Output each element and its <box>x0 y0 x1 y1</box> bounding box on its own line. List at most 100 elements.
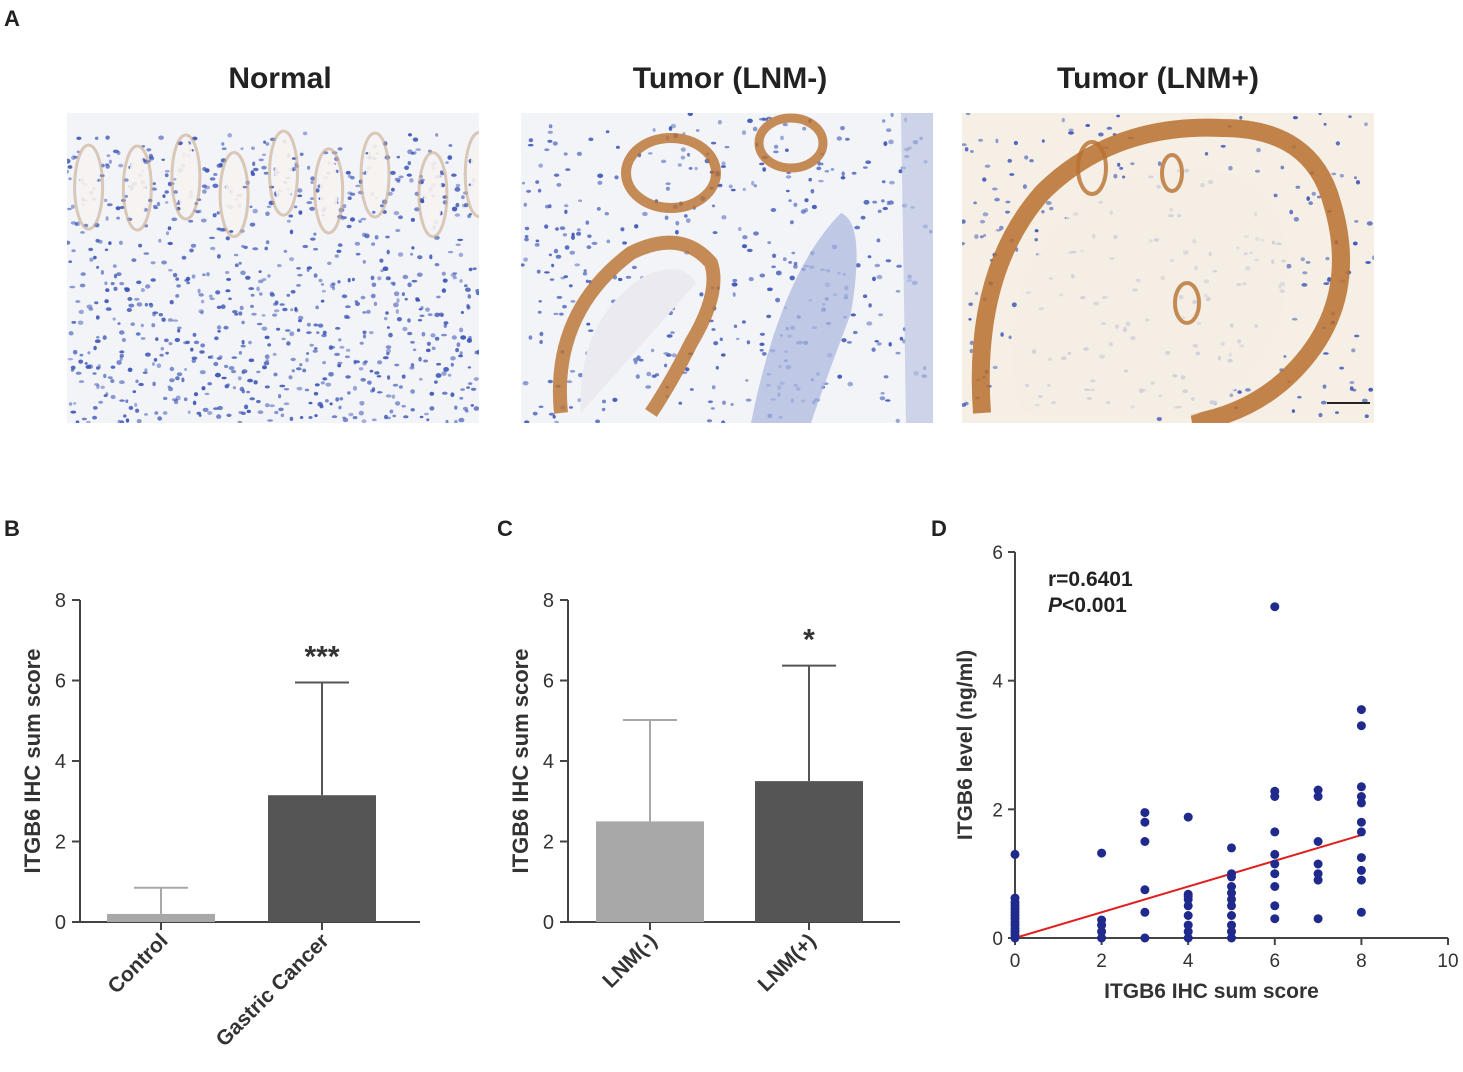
nucleus <box>153 358 158 362</box>
nucleus <box>249 222 256 227</box>
nucleus <box>341 294 348 299</box>
nucleus <box>1000 332 1004 337</box>
nucleus <box>175 395 181 401</box>
scatter-point <box>1270 849 1280 859</box>
nucleus <box>586 245 592 250</box>
nucleus <box>1245 388 1251 392</box>
scatter-point <box>1313 792 1323 801</box>
nucleus <box>728 184 733 189</box>
nucleus <box>1041 139 1045 143</box>
nucleus <box>396 298 400 303</box>
nucleus <box>675 230 679 235</box>
nucleus <box>836 136 842 141</box>
x-tick-label: 2 <box>1096 951 1107 972</box>
nucleus <box>719 337 723 342</box>
nucleus <box>394 363 400 367</box>
nucleus <box>791 251 796 255</box>
nucleus <box>349 192 356 196</box>
nucleus <box>175 277 180 281</box>
nucleus <box>325 382 332 387</box>
nucleus <box>352 385 358 391</box>
nucleus <box>313 273 318 278</box>
nucleus <box>124 194 128 198</box>
nucleus <box>263 361 270 366</box>
nucleus <box>347 196 352 200</box>
nucleus <box>348 412 354 417</box>
nucleus <box>398 215 403 220</box>
nucleus <box>464 284 468 288</box>
nucleus <box>264 354 270 359</box>
nucleus <box>143 252 150 255</box>
nucleus <box>407 318 411 323</box>
nucleus <box>403 415 409 419</box>
scatter-point <box>1356 827 1366 837</box>
nucleus <box>455 243 461 246</box>
nucleus <box>863 199 870 205</box>
nucleus <box>362 171 366 175</box>
nucleus <box>994 197 1000 202</box>
nucleus <box>466 386 470 389</box>
nucleus <box>209 177 216 181</box>
nucleus <box>306 352 310 355</box>
nucleus <box>169 366 175 372</box>
nucleus <box>138 382 144 387</box>
nucleus <box>265 142 270 146</box>
nucleus <box>448 250 454 254</box>
nucleus <box>256 286 260 292</box>
nucleus <box>441 333 447 337</box>
nucleus <box>355 301 360 306</box>
nucleus <box>841 338 847 343</box>
nucleus <box>388 332 393 338</box>
nucleus <box>472 267 477 270</box>
nucleus <box>289 229 294 235</box>
nucleus <box>308 401 313 405</box>
nucleus <box>221 147 227 150</box>
nucleus <box>458 354 463 358</box>
nucleus <box>752 126 758 132</box>
nucleus <box>265 211 270 217</box>
nucleus <box>1371 255 1374 260</box>
nucleus <box>281 337 286 341</box>
nucleus <box>349 217 356 222</box>
nucleus <box>93 255 97 260</box>
nucleus <box>429 254 433 260</box>
nucleus <box>605 130 610 134</box>
nucleus <box>1029 159 1034 163</box>
nucleus <box>314 414 318 418</box>
nucleus <box>764 117 768 121</box>
nucleus <box>256 322 263 326</box>
nucleus <box>476 349 479 355</box>
nucleus <box>1013 140 1018 146</box>
nucleus <box>1034 229 1039 233</box>
nucleus <box>379 258 384 263</box>
nucleus <box>614 175 619 180</box>
nucleus <box>288 375 293 380</box>
nucleus <box>1293 217 1300 222</box>
nucleus <box>250 293 255 297</box>
nucleus <box>355 252 361 256</box>
nucleus <box>370 293 376 299</box>
nucleus <box>197 209 202 214</box>
nucleus <box>880 392 885 395</box>
nucleus <box>631 265 637 270</box>
nucleus <box>762 167 766 172</box>
nucleus <box>895 290 901 293</box>
nucleus <box>824 169 830 173</box>
nucleus <box>1354 334 1360 338</box>
nucleus <box>67 358 74 361</box>
nucleus <box>642 211 648 217</box>
nucleus <box>115 206 121 211</box>
nucleus <box>650 348 655 353</box>
nucleus <box>267 274 271 278</box>
scatter-point <box>1356 798 1366 808</box>
nucleus <box>289 257 295 262</box>
nucleus <box>138 243 143 248</box>
nucleus <box>460 335 467 340</box>
nucleus <box>86 304 93 309</box>
nucleus <box>181 255 187 260</box>
nucleus <box>201 299 205 304</box>
nucleus <box>1156 416 1162 422</box>
nucleus <box>419 314 425 317</box>
nucleus <box>410 252 414 256</box>
nucleus <box>119 380 125 385</box>
